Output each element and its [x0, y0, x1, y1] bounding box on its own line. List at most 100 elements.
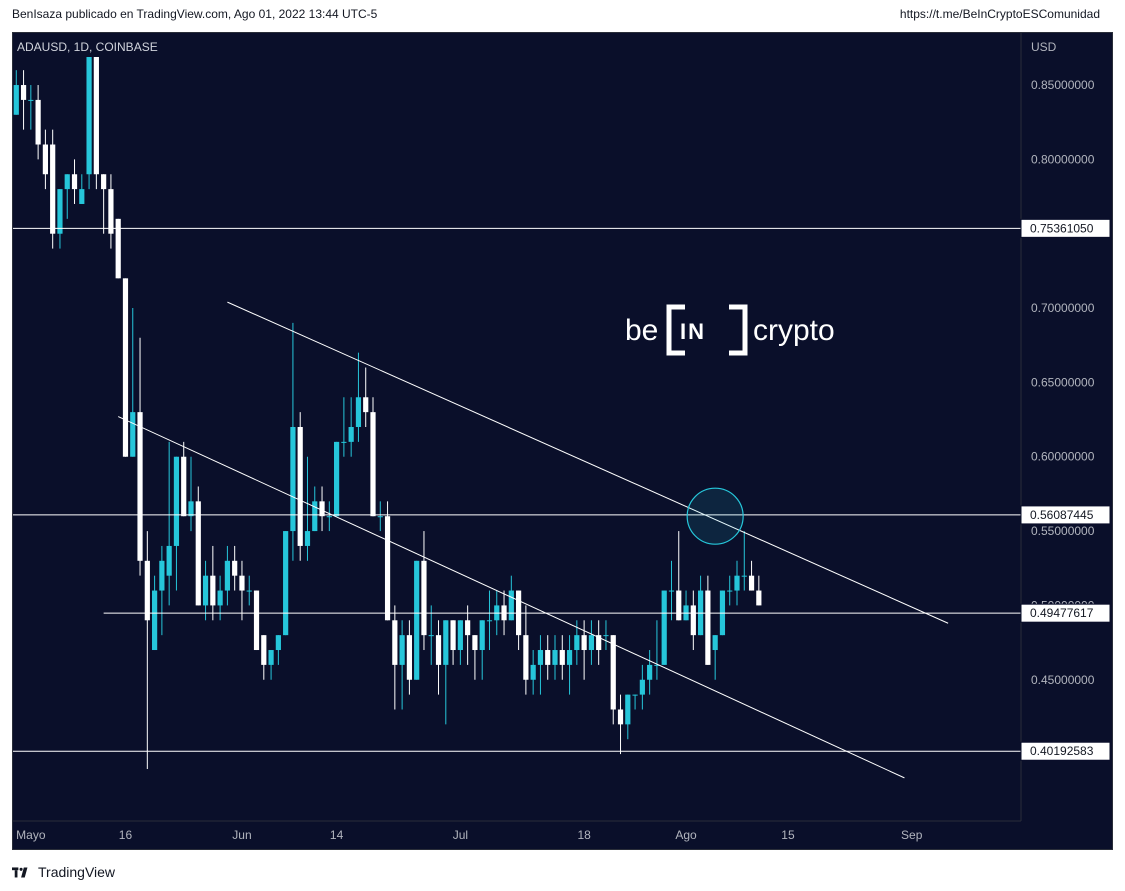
community-link[interactable]: https://t.me/BeInCryptoESComunidad [899, 7, 1100, 21]
candle-body [202, 575, 209, 606]
watermark-crypto: crypto [753, 314, 835, 347]
candle-body [443, 620, 449, 665]
candle-body [552, 650, 558, 665]
price-tick-label: 0.65000000 [1031, 375, 1095, 389]
candle-body [712, 635, 718, 651]
candle-body [71, 174, 78, 190]
candle-body [20, 85, 27, 100]
candle-body [661, 590, 667, 665]
candle-body [632, 694, 638, 696]
candle-body [188, 501, 194, 517]
candle-body [283, 531, 289, 636]
price-tick-label: 0.80000000 [1031, 152, 1095, 166]
price-tick-label: 0.70000000 [1031, 301, 1095, 315]
candle-body [435, 635, 442, 665]
level-label-box [1020, 218, 1111, 238]
candle-body [523, 635, 529, 680]
candle-body [253, 590, 260, 651]
time-tick-label: 15 [781, 828, 795, 842]
candle-body [101, 174, 107, 190]
candle-body [406, 635, 412, 680]
candle-body [617, 709, 624, 725]
candle-body [581, 635, 587, 651]
level-label: 0.49477617 [1030, 606, 1094, 620]
level-label-box [1020, 741, 1111, 761]
candle-body [414, 560, 420, 680]
price-axis-currency: USD [1031, 40, 1057, 54]
candle-body [363, 397, 369, 413]
candle-body [625, 694, 631, 725]
candle-body [173, 456, 180, 546]
time-tick-label: Jun [232, 828, 251, 842]
time-tick-label: 14 [330, 828, 344, 842]
highlight-circle [686, 487, 744, 545]
watermark-gap-bottom [685, 347, 729, 359]
candle-body [748, 575, 755, 591]
candle-body [35, 99, 41, 145]
candle-body [319, 501, 325, 517]
candle-body [224, 560, 230, 591]
candle-body [559, 650, 565, 665]
candle-body [603, 635, 609, 637]
candle-body [239, 575, 245, 591]
watermark-in: IN [680, 319, 706, 344]
candle-body [268, 650, 274, 665]
candle-body [159, 560, 165, 591]
candle-body [741, 575, 747, 577]
candle-body [508, 590, 514, 621]
candle-body [756, 590, 762, 606]
candle-body [465, 620, 471, 636]
level-label: 0.75361050 [1030, 221, 1094, 235]
candle-body [734, 575, 740, 591]
candlestick-chart[interactable]: be IN crypto USD 0.85000000 0.80000000 0.70000… [13, 33, 1112, 849]
candle-body [108, 189, 114, 234]
level-label-box [1020, 505, 1111, 525]
footer: TradingView [12, 861, 115, 883]
candle-body [676, 590, 682, 621]
symbol-legend-bg [13, 37, 173, 57]
candle-body [428, 635, 434, 637]
trendline-2 [117, 416, 905, 779]
candle-body [384, 516, 391, 621]
candle-body [297, 427, 303, 546]
candle-body [42, 144, 48, 175]
candle-body [137, 412, 143, 561]
candle-body [355, 397, 362, 427]
price-tick-label: 0.55000000 [1031, 524, 1095, 538]
candle-body [377, 516, 383, 518]
candle-body [530, 664, 536, 680]
candle-body [86, 40, 92, 175]
candle-body [421, 560, 427, 636]
candle-body [348, 427, 354, 442]
time-tick-label: Jul [453, 828, 468, 842]
chart-panel[interactable]: be IN crypto USD 0.85000000 0.80000000 0.70000… [12, 32, 1113, 850]
candle-body [232, 560, 238, 576]
candle-body [64, 174, 70, 190]
candle-body [122, 278, 129, 457]
candle-body [537, 650, 544, 665]
candle-body [115, 218, 121, 279]
footer-brand: TradingView [38, 864, 116, 880]
symbol-legend: ADAUSD, 1D, COINBASE [17, 40, 158, 54]
candle-body [28, 99, 34, 101]
candle-body [130, 412, 136, 457]
candle-body [210, 575, 216, 606]
candle-body [654, 664, 660, 666]
candle-body [217, 590, 223, 606]
time-tick-label: Ago [675, 828, 697, 842]
candle-body [312, 501, 318, 532]
time-tick-label: 16 [119, 828, 133, 842]
candle-body [472, 635, 478, 651]
candle-body [705, 590, 711, 665]
time-tick-label: 18 [577, 828, 591, 842]
watermark-be: be [625, 314, 658, 347]
candle-body [690, 605, 696, 636]
candle-body [588, 635, 594, 651]
candle-body [392, 620, 398, 665]
trendline-1 [227, 301, 949, 624]
candle-body [574, 635, 580, 651]
chart-background [13, 33, 1112, 849]
candle-body [668, 590, 675, 592]
candle-body [457, 620, 463, 651]
level-label: 0.56087445 [1030, 508, 1094, 522]
